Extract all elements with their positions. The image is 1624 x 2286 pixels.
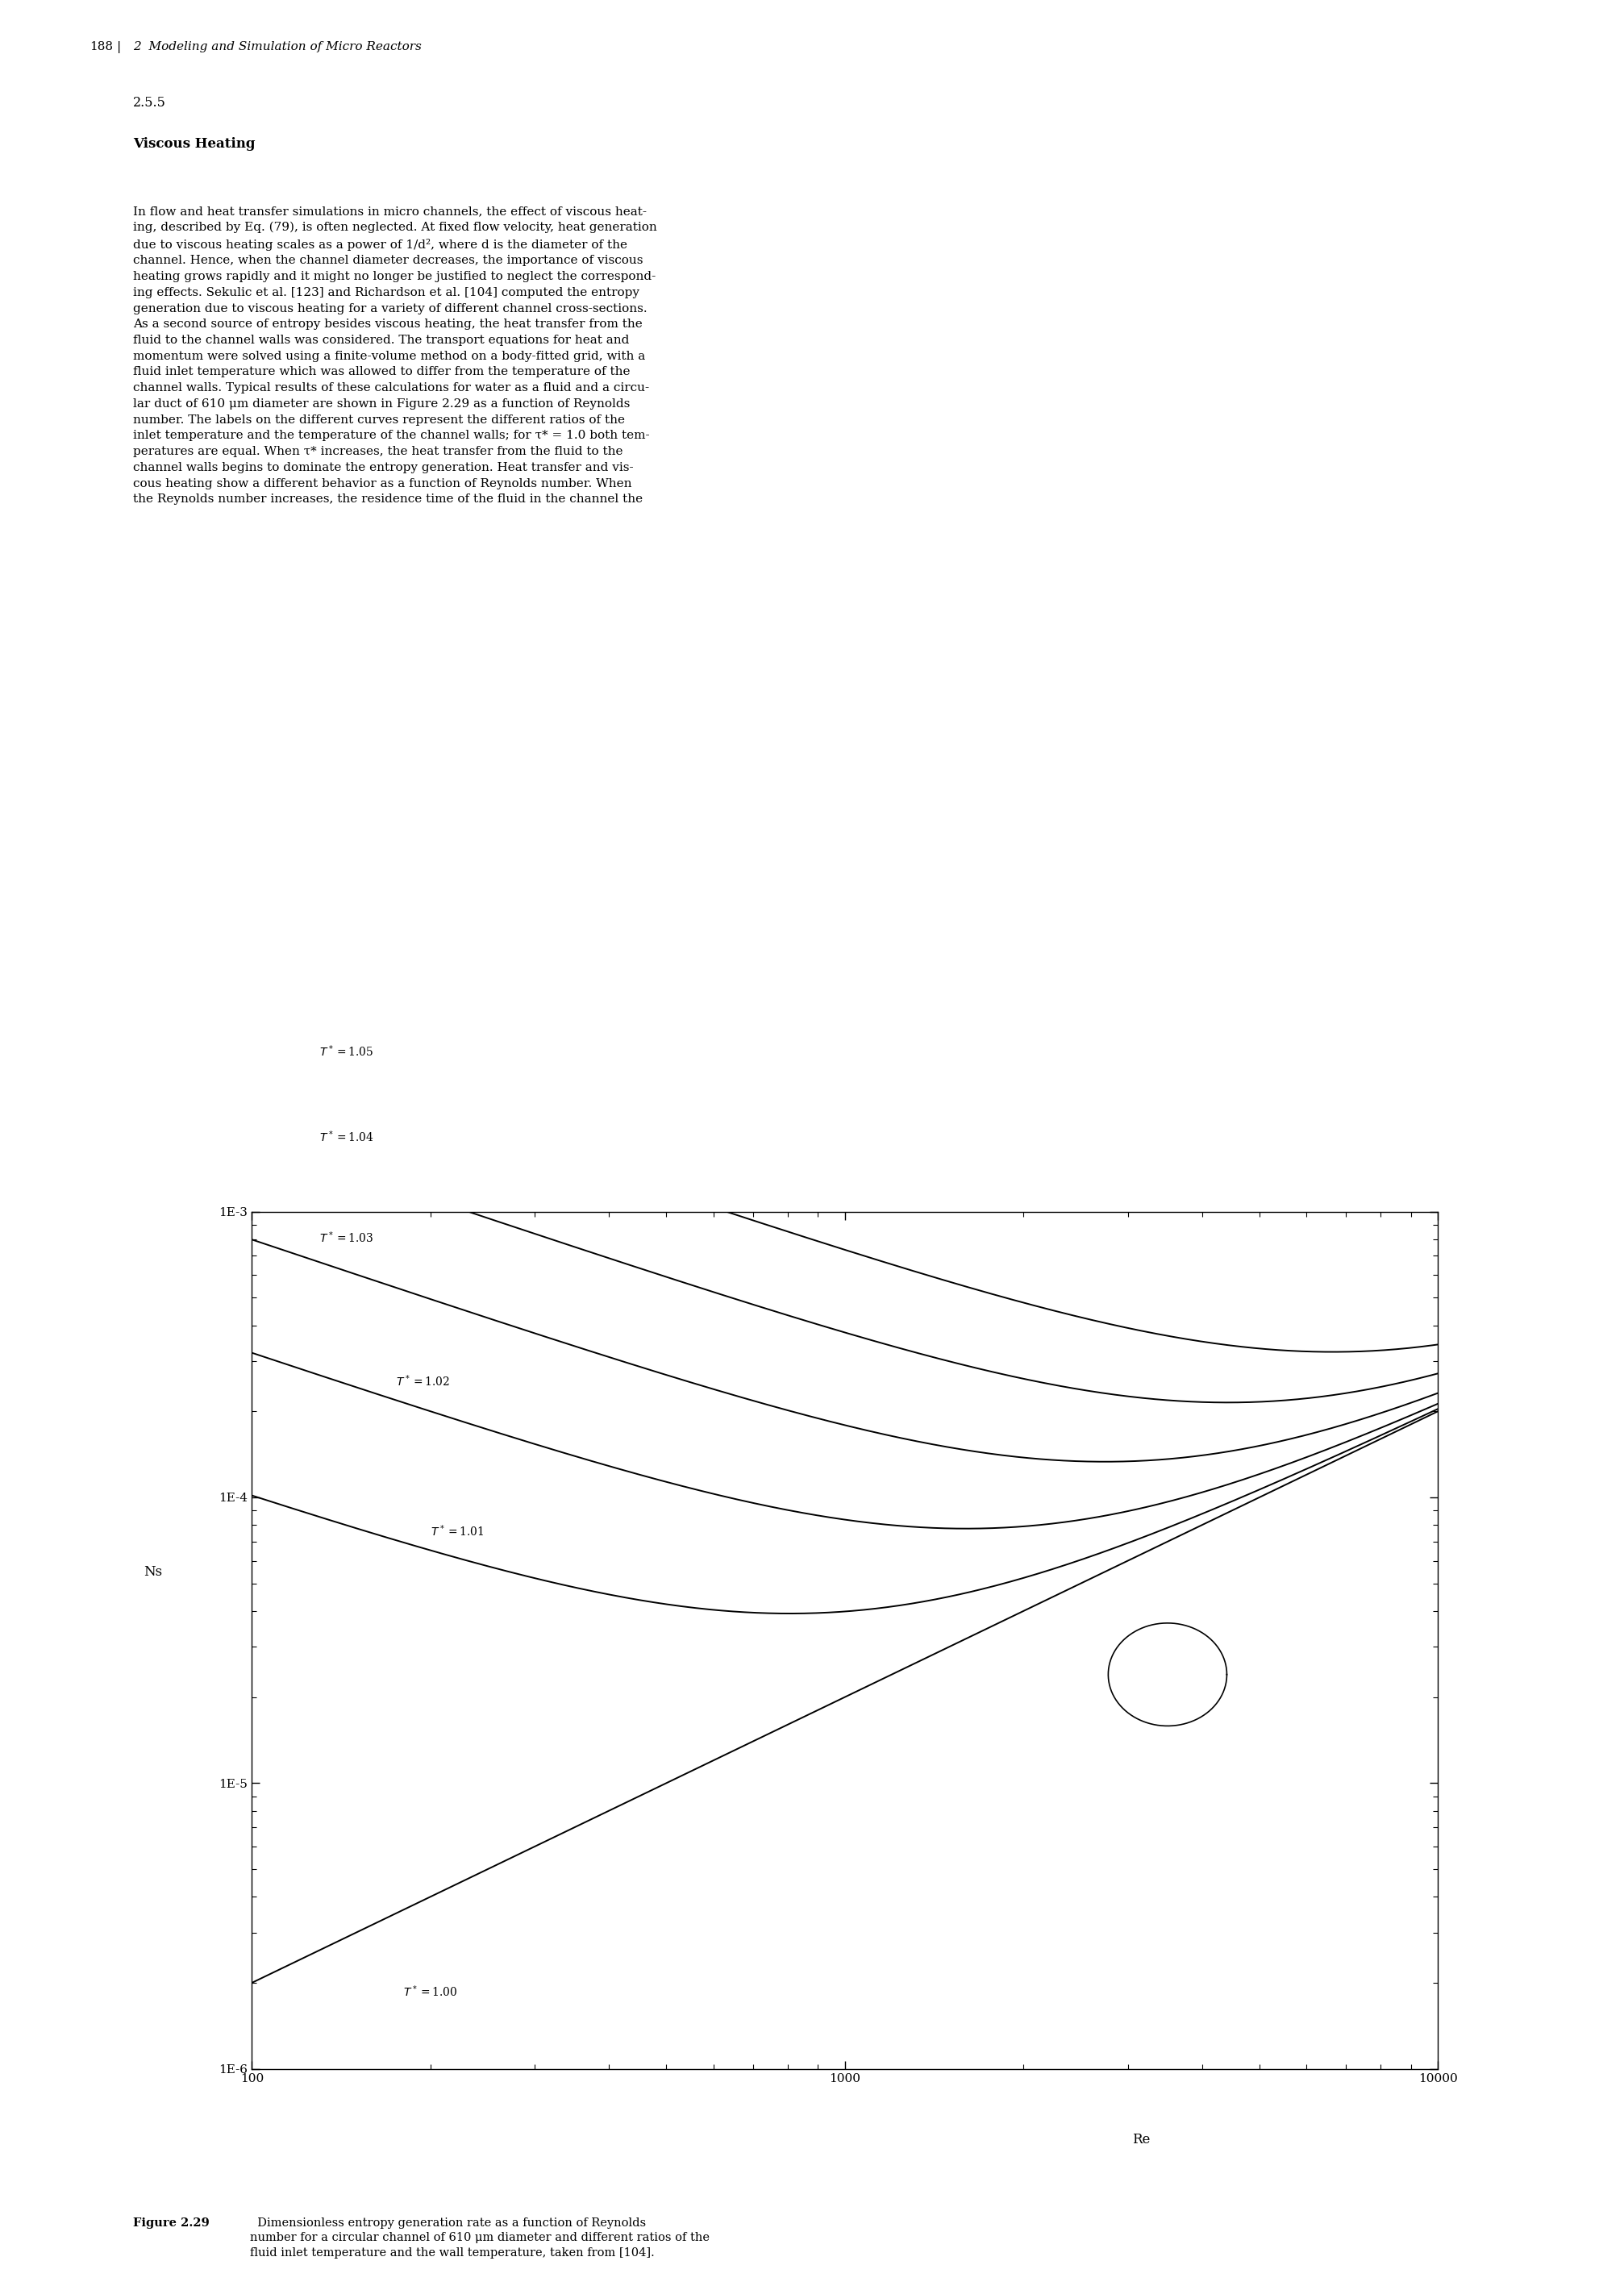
Text: 188: 188 xyxy=(89,41,112,53)
Text: Ns: Ns xyxy=(145,1566,162,1577)
Text: Dimensionless entropy generation rate as a function of Reynolds
number for a cir: Dimensionless entropy generation rate as… xyxy=(250,2217,710,2259)
Text: $T^* = $1.00: $T^* = $1.00 xyxy=(403,1984,458,1998)
Text: $T^* = $1.02: $T^* = $1.02 xyxy=(396,1374,450,1388)
Text: |: | xyxy=(117,41,122,53)
Text: $T^* = $1.04: $T^* = $1.04 xyxy=(320,1129,374,1145)
Text: In flow and heat transfer simulations in micro channels, the effect of viscous h: In flow and heat transfer simulations in… xyxy=(133,206,656,505)
Text: Re: Re xyxy=(1132,2133,1150,2147)
Text: $T^* = $1.05: $T^* = $1.05 xyxy=(320,1042,374,1058)
Text: $T^* = $1.03: $T^* = $1.03 xyxy=(320,1230,374,1246)
Text: 2.5.5: 2.5.5 xyxy=(133,96,166,110)
Text: Viscous Heating: Viscous Heating xyxy=(133,137,255,151)
Text: 2  Modeling and Simulation of Micro Reactors: 2 Modeling and Simulation of Micro React… xyxy=(133,41,422,53)
Text: Figure 2.29: Figure 2.29 xyxy=(133,2217,209,2229)
Text: $T^* = $1.01: $T^* = $1.01 xyxy=(430,1522,484,1538)
